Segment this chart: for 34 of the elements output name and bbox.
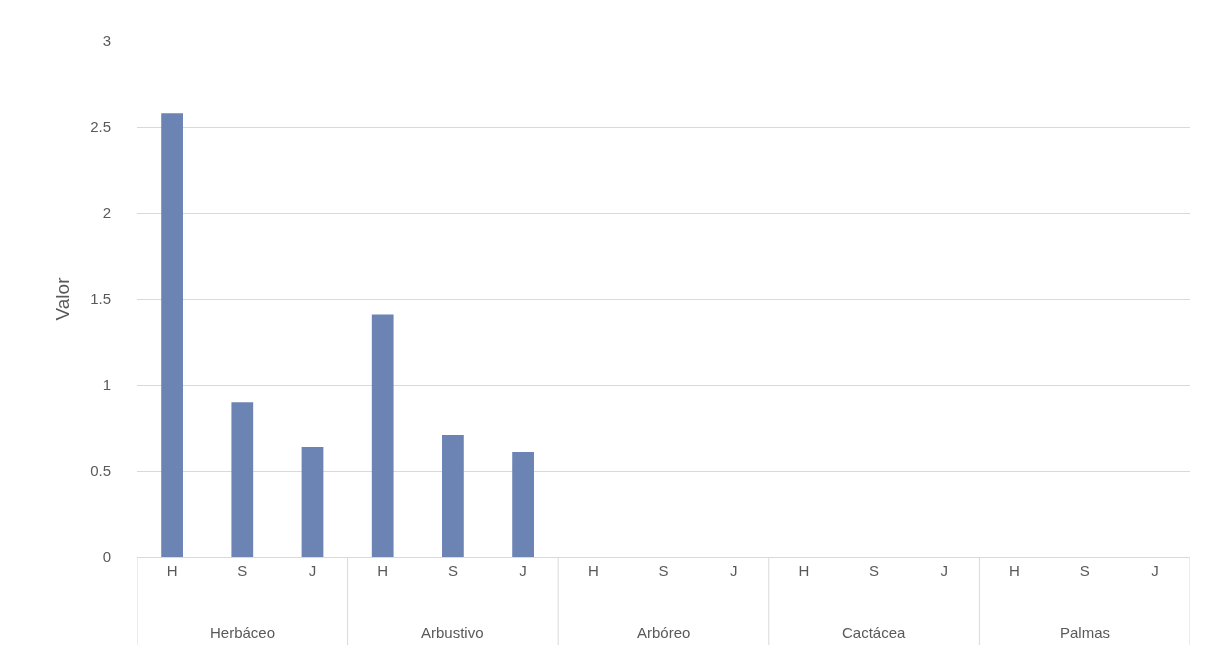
x-tick-label: H: [1009, 562, 1020, 579]
x-tick-label: H: [587, 562, 599, 579]
x-tick-label: S: [1079, 562, 1090, 579]
text: Herbáceo: [210, 624, 276, 641]
bar: [231, 402, 254, 557]
bar: [371, 314, 394, 557]
y-tick-label: 1.5: [90, 290, 111, 308]
bar: [161, 113, 183, 557]
x-tick-label: S: [447, 562, 458, 579]
y-tick-label: 0: [102, 548, 111, 566]
x-tick-label: H: [377, 562, 389, 579]
y-tick-label: 2: [102, 204, 111, 222]
y-tick-label: 1: [102, 376, 111, 394]
x-tick-label: J: [1151, 562, 1159, 579]
text: Arbóreo: [637, 624, 691, 641]
bar: [301, 446, 324, 557]
y-axis-title: Valor: [51, 276, 73, 321]
y-tick-label: 2.5: [90, 118, 111, 136]
text: Cactácea: [842, 624, 907, 641]
y-tick-label: 0.5: [90, 462, 111, 480]
x-tick-label: S: [237, 562, 248, 579]
x-tick-label: S: [869, 562, 880, 579]
bar: [442, 434, 464, 557]
text: Arbustivo: [421, 624, 484, 641]
bar: [512, 452, 534, 557]
x-tick-label: J: [729, 562, 738, 579]
x-tick-label: S: [658, 562, 669, 579]
x-tick-label: J: [308, 562, 317, 579]
text: Palmas: [1060, 624, 1111, 641]
y-tick-label: 3: [102, 32, 111, 50]
x-tick-label: J: [940, 562, 949, 579]
x-tick-label: H: [166, 562, 178, 579]
x-tick-label: H: [798, 562, 810, 579]
x-tick-label: J: [519, 562, 527, 579]
